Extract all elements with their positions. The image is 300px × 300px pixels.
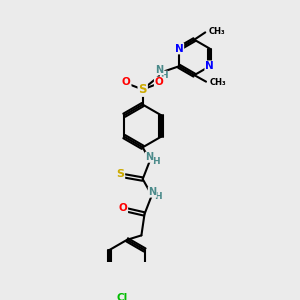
Text: S: S xyxy=(139,83,147,96)
Text: N: N xyxy=(146,152,154,162)
Text: O: O xyxy=(122,77,131,87)
Text: O: O xyxy=(118,202,127,212)
Text: CH₃: CH₃ xyxy=(209,78,226,87)
Text: O: O xyxy=(155,77,164,87)
Text: N: N xyxy=(205,61,214,71)
Text: N: N xyxy=(175,44,183,54)
Text: Cl: Cl xyxy=(117,293,128,300)
Text: H: H xyxy=(154,192,161,201)
Text: N: N xyxy=(148,187,156,197)
Text: N: N xyxy=(156,65,164,75)
Text: CH₃: CH₃ xyxy=(208,27,225,36)
Text: H: H xyxy=(152,157,160,166)
Text: H: H xyxy=(160,71,168,80)
Text: S: S xyxy=(116,169,124,179)
